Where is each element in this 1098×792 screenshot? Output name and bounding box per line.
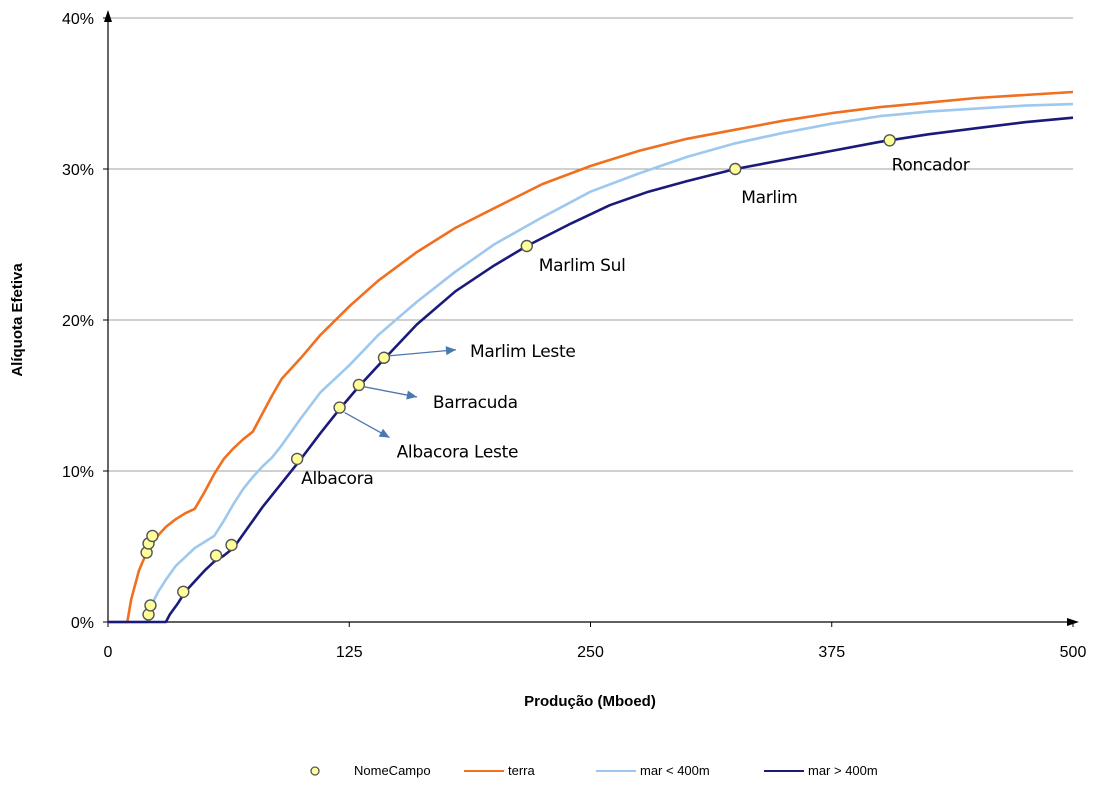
x-tick-label-1: 125: [336, 644, 363, 661]
scatter-points: [140, 134, 896, 621]
series-line-2: [108, 116, 1074, 624]
annotation-arrows: [344, 346, 457, 439]
annotation-arrowhead-4: [406, 390, 417, 400]
y-tick-label-4: 40%: [62, 11, 94, 28]
annotation-arrow-3: [389, 349, 457, 357]
annotations: Roncador Marlim Marlim Sul Marlim Leste Barr…: [301, 155, 970, 489]
annotation-arrowhead-3: [445, 346, 456, 356]
data-point-10: [352, 378, 366, 392]
data-point-11: [377, 351, 391, 364]
data-point-5: [177, 585, 190, 598]
annotation-arrowhead-5: [378, 428, 390, 438]
legend-label-3: mar > 400m: [808, 763, 878, 778]
tick-labels: 0 125 250 375 500 0% 10% 20% 30% 40%: [62, 11, 1086, 661]
y-axis-arrowhead: [104, 10, 112, 22]
data-point-13: [729, 162, 742, 176]
data-point-12: [520, 239, 534, 253]
annotation-label-6: Albacora: [301, 469, 373, 489]
legend-label-1: terra: [508, 763, 536, 778]
axes: [104, 10, 1079, 626]
data-point-2: [146, 529, 159, 543]
x-tick-label-3: 375: [818, 644, 845, 661]
y-axis-title: Alíquota Efetiva: [9, 263, 26, 377]
annotation-label-4: Barracuda: [433, 393, 518, 413]
y-tick-label-0: 0%: [71, 615, 94, 632]
data-point-7: [225, 538, 238, 552]
legend-marker-0: [310, 766, 320, 776]
gridlines: [108, 17, 1073, 472]
annotation-label-2: Marlim Sul: [539, 256, 626, 276]
annotation-label-5: Albacora Leste: [397, 443, 519, 463]
annotation-label-3: Marlim Leste: [470, 342, 576, 362]
series-line-1: [108, 102, 1074, 624]
x-tick-label-2: 250: [577, 644, 604, 661]
annotation-label-0: Roncador: [892, 155, 970, 175]
series-line-0: [108, 90, 1074, 624]
legend-label-2: mar < 400m: [640, 763, 710, 778]
data-point-4: [144, 599, 157, 612]
annotation-label-1: Marlim: [741, 188, 797, 208]
y-tick-label-1: 10%: [62, 464, 94, 481]
y-tick-label-2: 20%: [62, 313, 94, 330]
legend-label-0: NomeCampo: [354, 763, 431, 778]
data-point-9: [333, 401, 346, 414]
data-point-14: [883, 134, 896, 147]
x-axis-title: Produção (Mboed): [524, 693, 656, 710]
data-point-8: [290, 452, 304, 466]
x-tick-label-0: 0: [104, 644, 113, 661]
data-point-6: [209, 549, 223, 562]
y-tick-label-3: 30%: [62, 162, 94, 179]
legend: NomeCampo terra mar < 400m mar > 400m: [310, 763, 878, 778]
x-tick-label-4: 500: [1060, 644, 1087, 661]
